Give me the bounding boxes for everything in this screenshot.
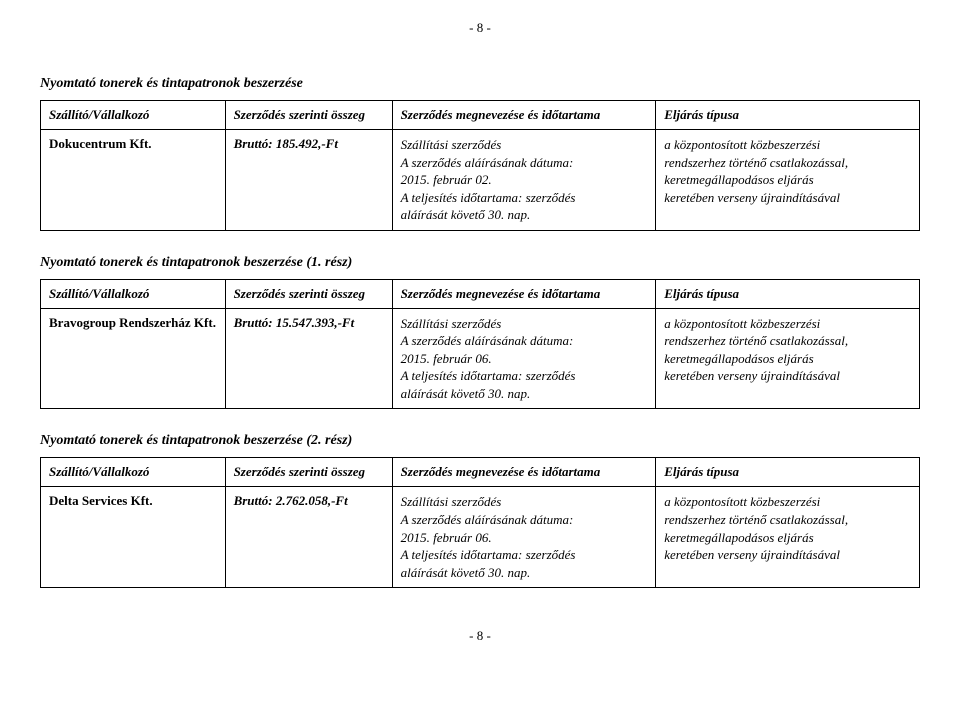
page-number-bottom: - 8 - xyxy=(40,628,920,644)
description-cell: Szállítási szerződés A szerződés aláírás… xyxy=(392,308,656,409)
procedure-cell: a központosított közbeszerzési rendszerh… xyxy=(656,308,920,409)
section-title: Nyomtató tonerek és tintapatronok beszer… xyxy=(40,255,920,271)
table-row: Dokucentrum Kft. Bruttó: 185.492,-Ft Szá… xyxy=(41,130,920,231)
procurement-table: Szállító/Vállalkozó Szerződés szerinti ö… xyxy=(40,100,920,231)
table-header-row: Szállító/Vállalkozó Szerződés szerinti ö… xyxy=(41,101,920,130)
table-header-row: Szállító/Vállalkozó Szerződés szerinti ö… xyxy=(41,458,920,487)
col-proc-header: Eljárás típusa xyxy=(656,101,920,130)
section-title: Nyomtató tonerek és tintapatronok beszer… xyxy=(40,76,920,92)
col-desc-header: Szerződés megnevezése és időtartama xyxy=(392,458,656,487)
col-supplier-header: Szállító/Vállalkozó xyxy=(41,279,226,308)
col-supplier-header: Szállító/Vállalkozó xyxy=(41,101,226,130)
procurement-table: Szállító/Vállalkozó Szerződés szerinti ö… xyxy=(40,279,920,410)
col-amount-header: Szerződés szerinti összeg xyxy=(225,279,392,308)
description-cell: Szállítási szerződés A szerződés aláírás… xyxy=(392,487,656,588)
procurement-table: Szállító/Vállalkozó Szerződés szerinti ö… xyxy=(40,457,920,588)
col-proc-header: Eljárás típusa xyxy=(656,279,920,308)
amount-cell: Bruttó: 15.547.393,-Ft xyxy=(225,308,392,409)
supplier-cell: Dokucentrum Kft. xyxy=(41,130,226,231)
col-supplier-header: Szállító/Vállalkozó xyxy=(41,458,226,487)
col-desc-header: Szerződés megnevezése és időtartama xyxy=(392,101,656,130)
description-cell: Szállítási szerződés A szerződés aláírás… xyxy=(392,130,656,231)
amount-cell: Bruttó: 185.492,-Ft xyxy=(225,130,392,231)
page-number-top: - 8 - xyxy=(40,20,920,36)
amount-cell: Bruttó: 2.762.058,-Ft xyxy=(225,487,392,588)
supplier-cell: Delta Services Kft. xyxy=(41,487,226,588)
procedure-cell: a központosított közbeszerzési rendszerh… xyxy=(656,487,920,588)
section-title: Nyomtató tonerek és tintapatronok beszer… xyxy=(40,433,920,449)
procedure-cell: a központosított közbeszerzési rendszerh… xyxy=(656,130,920,231)
table-header-row: Szállító/Vállalkozó Szerződés szerinti ö… xyxy=(41,279,920,308)
col-amount-header: Szerződés szerinti összeg xyxy=(225,458,392,487)
col-proc-header: Eljárás típusa xyxy=(656,458,920,487)
table-row: Delta Services Kft. Bruttó: 2.762.058,-F… xyxy=(41,487,920,588)
table-row: Bravogroup Rendszerház Kft. Bruttó: 15.5… xyxy=(41,308,920,409)
col-desc-header: Szerződés megnevezése és időtartama xyxy=(392,279,656,308)
supplier-cell: Bravogroup Rendszerház Kft. xyxy=(41,308,226,409)
col-amount-header: Szerződés szerinti összeg xyxy=(225,101,392,130)
